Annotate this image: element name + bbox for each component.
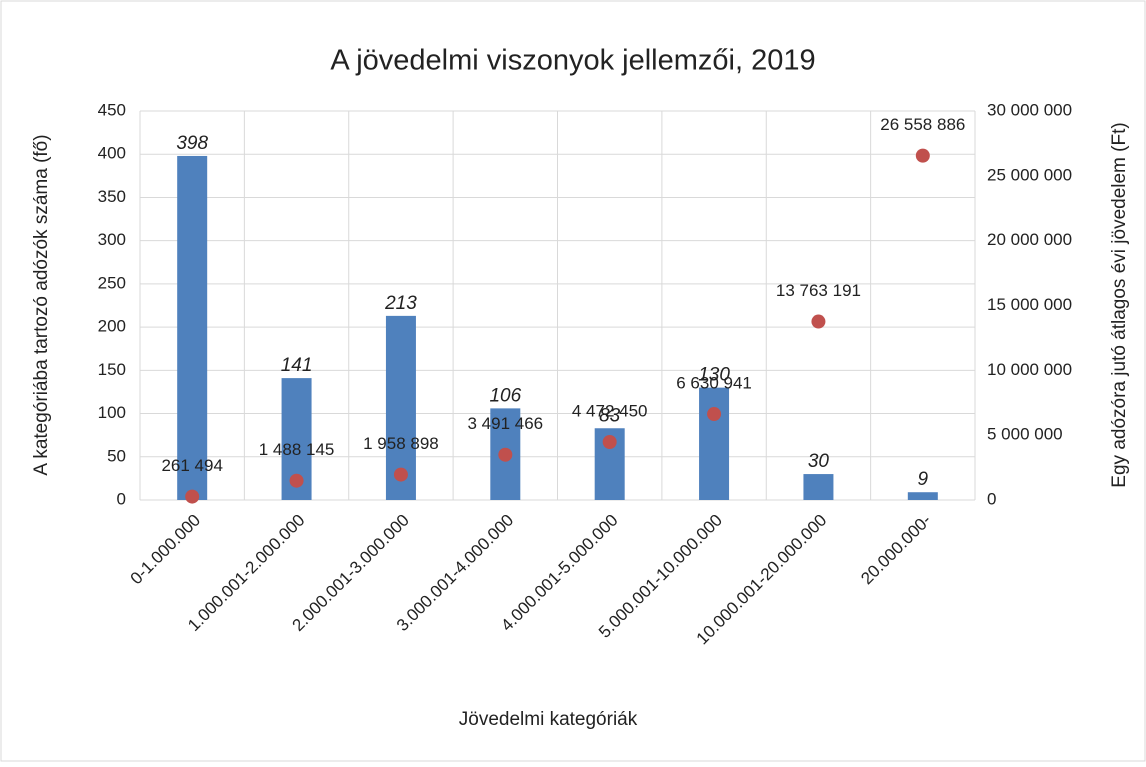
y-tick-label: 200: [98, 317, 126, 336]
point-value-label: 1 488 145: [259, 440, 335, 459]
bar-value-label: 398: [176, 133, 208, 154]
point-value-label: 26 558 886: [880, 115, 965, 134]
bar: [699, 387, 730, 500]
y2-tick-label: 5 000 000: [987, 425, 1063, 444]
bar-value-label: 141: [281, 355, 313, 376]
point-value-label: 1 958 898: [363, 434, 439, 453]
point: [289, 473, 304, 488]
bar: [907, 492, 938, 500]
bar: [803, 474, 834, 500]
y2-tick-label: 25 000 000: [987, 165, 1072, 184]
y2-axis-title: Egy adózóra jutó átlagos évi jövedelem (…: [1109, 122, 1130, 487]
y-tick-label: 450: [98, 100, 126, 119]
point: [915, 148, 930, 163]
point: [602, 435, 617, 450]
point: [185, 489, 200, 504]
point: [498, 447, 513, 462]
bar-value-label: 30: [808, 451, 830, 472]
bar-value-label: 83: [599, 405, 621, 426]
point-value-label: 4 472 450: [572, 401, 648, 420]
y-tick-label: 50: [107, 446, 126, 465]
y2-tick-label: 10 000 000: [987, 360, 1072, 379]
bar-value-label: 9: [918, 469, 929, 490]
y2-tick-label: 0: [987, 489, 996, 508]
y-tick-label: 0: [117, 489, 126, 508]
point-value-label: 6 630 941: [676, 374, 752, 393]
y-tick-label: 100: [98, 403, 126, 422]
chart-title: A jövedelmi viszonyok jellemzői, 2019: [330, 45, 815, 77]
point: [811, 314, 826, 329]
bar-value-label: 130: [698, 365, 730, 386]
y-axis-title: A kategóriába tartozó adózók száma (fő): [31, 134, 52, 475]
y-tick-label: 400: [98, 144, 126, 163]
point-value-label: 3 491 466: [467, 414, 543, 433]
point-value-label: 13 763 191: [776, 281, 861, 300]
y-tick-label: 250: [98, 273, 126, 292]
y2-tick-label: 30 000 000: [987, 100, 1072, 119]
y-tick-label: 350: [98, 187, 126, 206]
bar: [177, 155, 208, 500]
y-tick-label: 150: [98, 360, 126, 379]
point: [707, 407, 722, 422]
x-axis-title: Jövedelmi kategóriák: [459, 709, 638, 730]
y2-tick-label: 20 000 000: [987, 230, 1072, 249]
bar-value-label: 106: [489, 385, 521, 406]
bar-value-label: 213: [384, 293, 417, 314]
point-value-label: 261 494: [161, 456, 222, 475]
y-tick-label: 300: [98, 230, 126, 249]
y2-tick-label: 15 000 000: [987, 295, 1072, 314]
point: [393, 467, 408, 482]
